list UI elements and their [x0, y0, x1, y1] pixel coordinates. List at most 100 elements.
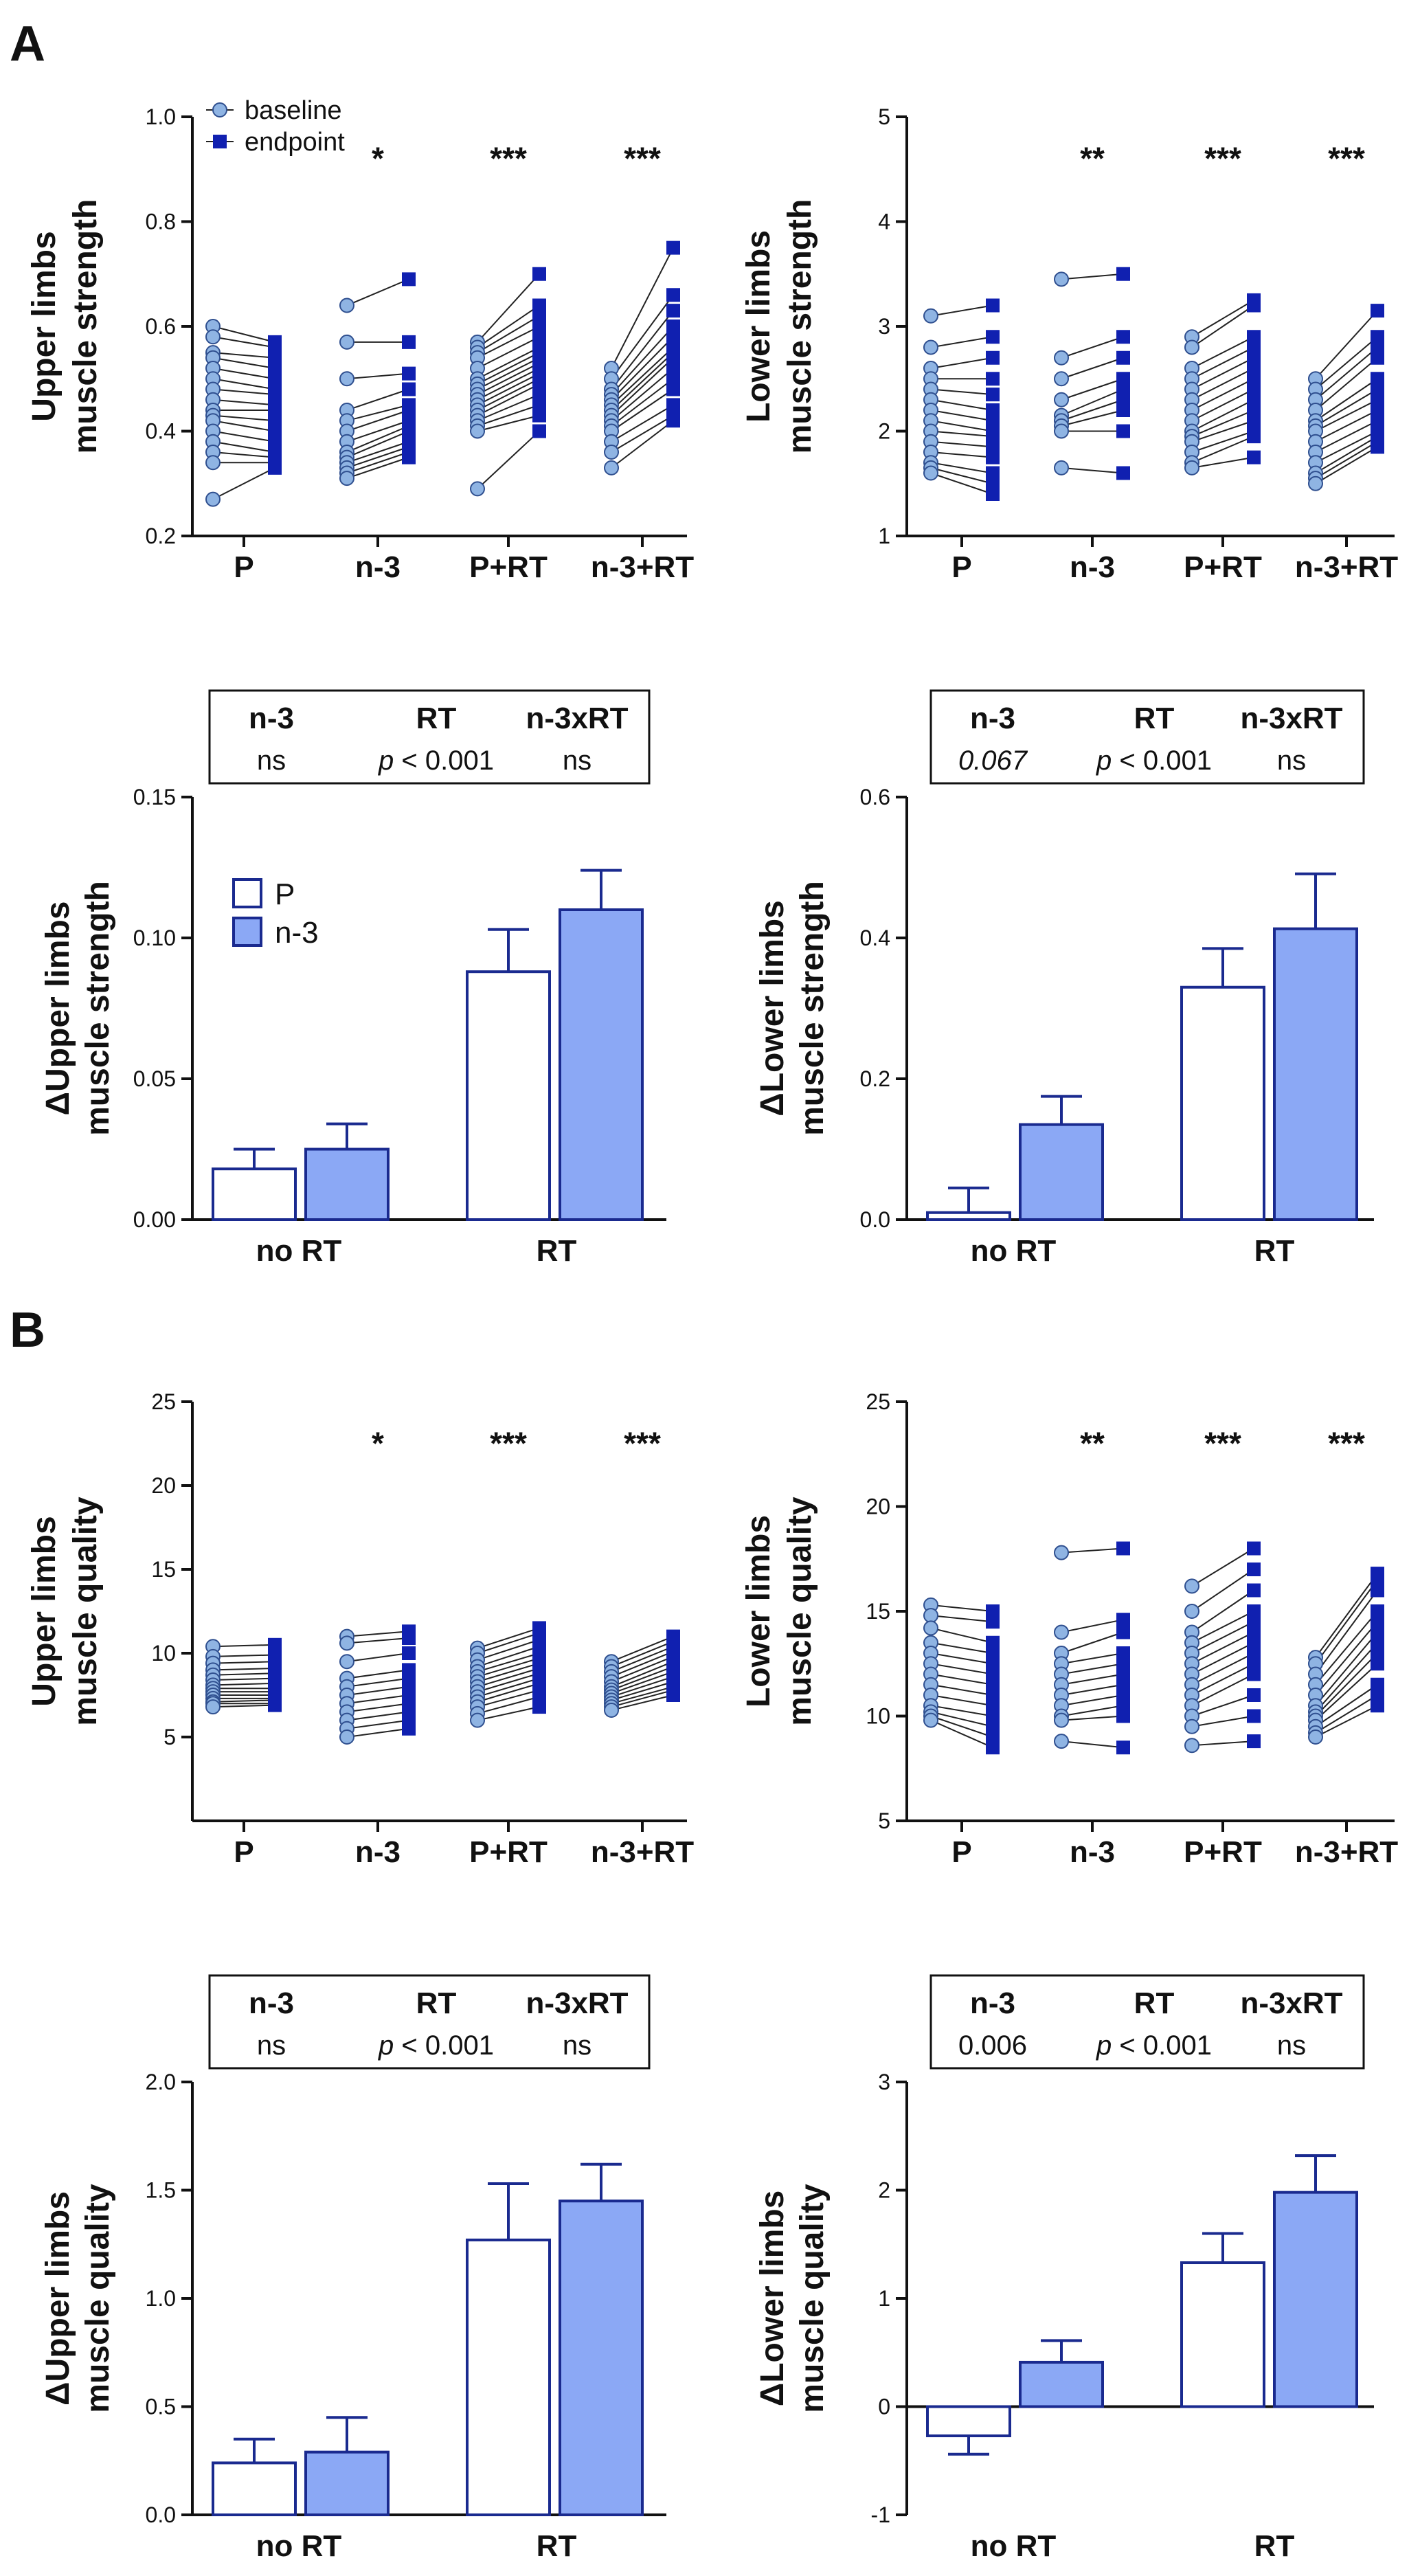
significance-marker: *** [1204, 140, 1241, 176]
y-axis-label-line1: Upper limbs [26, 1516, 63, 1706]
chart-lower-strength-paired: 1 2 3 4 5 Lower limbs muscle strength P n-3 ** P+R… [741, 104, 1398, 584]
x-tick-label: n-3 [1070, 1835, 1115, 1869]
stats-p-value: < 0.001 [1112, 2030, 1212, 2061]
pair-line [212, 1672, 275, 1676]
pair-line [1315, 1642, 1378, 1713]
y-tick-label: 0.15 [133, 785, 176, 809]
stats-value: p < 0.001 [1096, 2030, 1212, 2061]
endpoint-point [1116, 1613, 1130, 1627]
pair-line [1191, 1631, 1254, 1665]
endpoint-point [1371, 330, 1384, 344]
pair-line [930, 1604, 993, 1612]
endpoint-point [666, 304, 680, 318]
pair-line [930, 1683, 993, 1696]
significance-marker: *** [490, 140, 527, 176]
x-tick-label: RT [537, 1234, 577, 1268]
significance-marker: *** [624, 140, 661, 176]
stats-header: RT [1134, 702, 1175, 735]
stats-value: p < 0.001 [378, 746, 494, 776]
pair-line [611, 1635, 674, 1663]
pair-line [212, 1682, 275, 1686]
endpoint-point [268, 361, 282, 375]
x-tick-label: no RT [971, 2529, 1057, 2563]
endpoint-point [402, 1631, 416, 1646]
endpoint-point [986, 388, 1000, 402]
baseline-point [339, 471, 354, 486]
baseline-point [339, 334, 354, 350]
y-tick-label: 0.2 [860, 1066, 890, 1091]
baseline-point [1184, 339, 1199, 355]
baseline-point [339, 1729, 354, 1745]
endpoint-point [986, 466, 1000, 480]
endpoint-point [986, 1688, 1000, 1702]
y-tick-label: 0.0 [146, 2502, 176, 2527]
pair-line [477, 1646, 540, 1668]
pair-line [346, 451, 409, 474]
pair-line [1315, 436, 1378, 474]
pair-line [212, 378, 275, 390]
pair-line [1061, 357, 1124, 380]
pair-line [1315, 1663, 1378, 1721]
endpoint-point [986, 1615, 1000, 1629]
endpoint-point [1247, 1667, 1261, 1681]
endpoint-point [1247, 403, 1261, 417]
endpoint-point [1247, 1734, 1261, 1749]
stats-box [929, 1974, 1365, 2070]
endpoint-point [666, 240, 680, 255]
endpoint-point [532, 408, 546, 423]
pair-line [1061, 1547, 1124, 1554]
pair-line [477, 372, 540, 406]
pair-line [1315, 446, 1378, 484]
endpoint-point [1247, 1688, 1261, 1702]
endpoint-point [986, 1709, 1000, 1723]
endpoint-point [1247, 382, 1261, 396]
endpoint-point [1247, 1615, 1261, 1629]
endpoint-point [1247, 298, 1261, 313]
endpoint-point [986, 1730, 1000, 1744]
pair-line [346, 1685, 409, 1696]
endpoint-point [986, 1646, 1000, 1660]
bar-n3 [304, 2450, 390, 2516]
pair-line [477, 394, 540, 422]
pair-line [930, 1673, 993, 1685]
chart-upper-strength-paired: 0.2 0.4 0.6 0.8 1.0 Upper limbs muscle strengt… [26, 96, 694, 584]
bar-n3 [1019, 2360, 1104, 2408]
y-tick-label: 2.0 [146, 2070, 176, 2094]
pair-line [212, 1667, 275, 1671]
y-tick-label: 0.10 [133, 926, 176, 950]
pair-line [212, 326, 275, 343]
endpoint-point [986, 298, 1000, 313]
endpoint-point [1247, 1709, 1261, 1723]
pair-line [1315, 1579, 1378, 1664]
pair-line [1061, 1653, 1124, 1665]
y-tick-label: 0.0 [860, 1207, 890, 1232]
pair-line [930, 420, 993, 432]
endpoint-point [666, 414, 680, 428]
pair-line [611, 1676, 674, 1698]
stats-box [208, 1974, 651, 2070]
endpoint-point [268, 340, 282, 355]
endpoint-point [666, 330, 680, 344]
pair-line [212, 430, 275, 443]
endpoint-point [1371, 392, 1384, 407]
endpoint-point [666, 382, 680, 396]
baseline-point [470, 481, 485, 497]
y-axis-label-line2: muscle strength [782, 199, 818, 454]
pair-line [1061, 1715, 1124, 1721]
chart-lower-quality-paired: 5 10 15 20 25 Lower limbs muscle quality P n-3 **… [741, 1389, 1398, 1869]
bar-n3 [1273, 927, 1358, 1222]
y-tick-label: 5 [878, 104, 890, 129]
legend-n3-swatch [232, 917, 262, 947]
pair-line [477, 383, 540, 416]
stats-header: n-3 [249, 702, 294, 735]
y-tick-label: 0.4 [146, 419, 176, 444]
pair-line [1315, 1611, 1378, 1685]
pair-line [930, 388, 993, 396]
pair-line [346, 1703, 409, 1713]
y-tick-label: 10 [866, 1704, 890, 1729]
y-axis-label-line1: ΔLower limbs [754, 2191, 791, 2407]
significance-marker: *** [1328, 140, 1365, 176]
pair-line [212, 368, 275, 380]
baseline-point [205, 455, 221, 471]
